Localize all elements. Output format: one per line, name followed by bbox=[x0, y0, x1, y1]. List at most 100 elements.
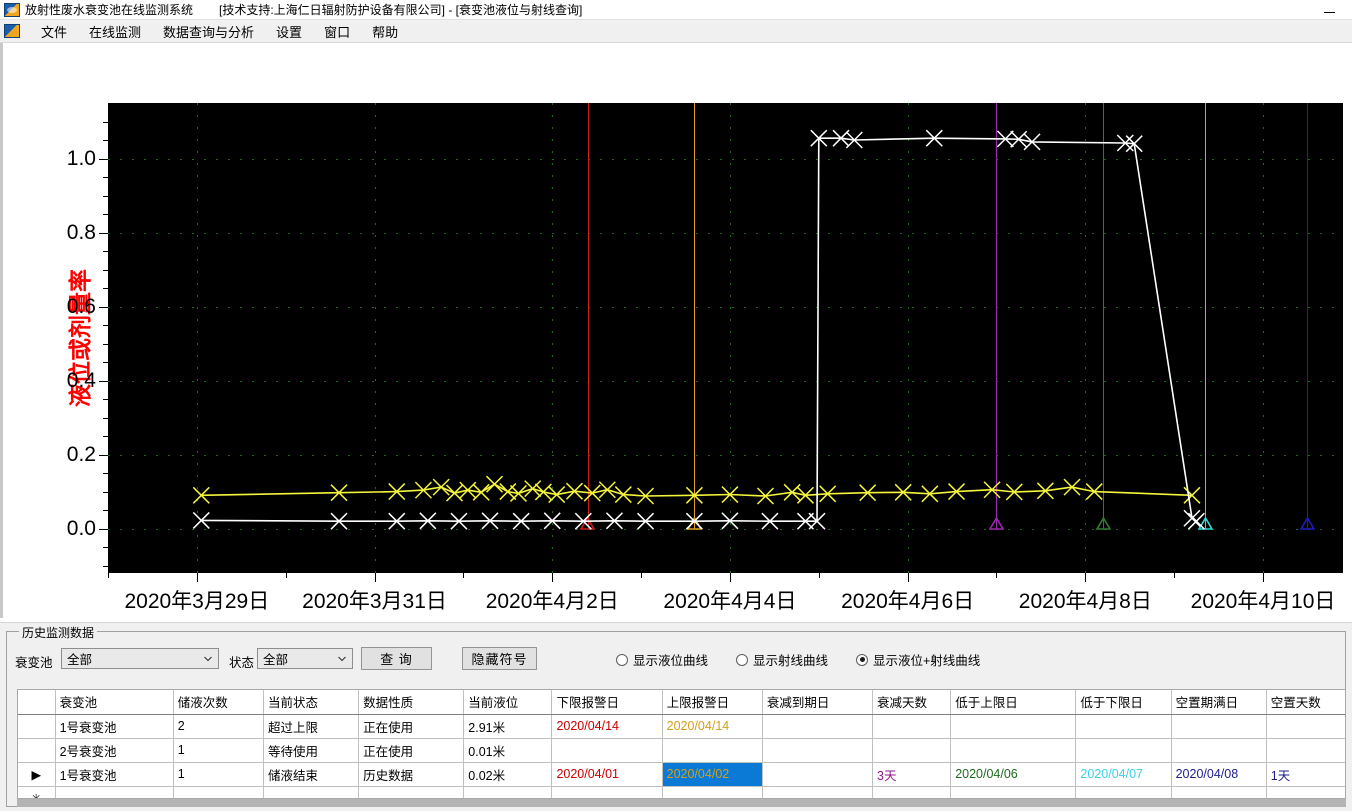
table-cell[interactable] bbox=[1266, 714, 1345, 739]
table-cell[interactable]: 历史数据 bbox=[358, 762, 465, 787]
app-logo-icon bbox=[4, 2, 20, 17]
y-tick-minor bbox=[103, 195, 108, 197]
table-cell[interactable] bbox=[551, 786, 663, 798]
data-point-marker bbox=[192, 511, 210, 529]
table-column-header-10[interactable]: 低于上限日 bbox=[950, 690, 1077, 715]
table-cell[interactable]: 2020/04/14 bbox=[662, 714, 763, 739]
menu-item-window[interactable]: 窗口 bbox=[324, 24, 351, 40]
table-cell[interactable]: 1天 bbox=[1266, 762, 1345, 787]
row-indicator[interactable]: ✳ bbox=[18, 786, 56, 798]
table-cell[interactable] bbox=[173, 786, 264, 798]
radio-show-level[interactable]: 显示液位曲线 bbox=[616, 650, 708, 669]
table-column-header-12[interactable]: 空置期满日 bbox=[1171, 690, 1267, 715]
table-cell[interactable] bbox=[762, 738, 874, 763]
table-column-header-5[interactable]: 当前液位 bbox=[463, 690, 553, 715]
hide-symbol-button[interactable]: 隐藏符号 bbox=[462, 647, 537, 670]
table-column-header-2[interactable]: 储液次数 bbox=[173, 690, 264, 715]
table-row[interactable]: ✳ bbox=[18, 786, 1345, 798]
menu-item-query[interactable]: 数据查询与分析 bbox=[163, 24, 255, 40]
table-column-header-9[interactable]: 衰减天数 bbox=[872, 690, 952, 715]
menu-bar: 文件 在线监测 数据查询与分析 设置 窗口 帮助 bbox=[0, 20, 1352, 43]
table-column-header-4[interactable]: 数据性质 bbox=[358, 690, 465, 715]
radio-show-dose[interactable]: 显示射线曲线 bbox=[736, 650, 828, 669]
row-indicator[interactable] bbox=[18, 714, 56, 739]
row-indicator[interactable] bbox=[18, 738, 56, 763]
table-cell[interactable] bbox=[358, 786, 465, 798]
table-cell[interactable]: 2020/04/05 bbox=[762, 762, 874, 787]
table-column-header-8[interactable]: 衰减到期日 bbox=[762, 690, 874, 715]
table-cell[interactable] bbox=[950, 786, 1077, 798]
horizontal-scrollbar[interactable] bbox=[17, 799, 1346, 807]
table-cell[interactable]: 1 bbox=[173, 762, 264, 787]
table-cell[interactable]: 储液结束 bbox=[263, 762, 360, 787]
table-cell[interactable]: 2020/04/08 bbox=[1171, 762, 1267, 787]
table-cell[interactable]: 2020/04/14 bbox=[551, 714, 663, 739]
table-column-header-3[interactable]: 当前状态 bbox=[263, 690, 360, 715]
table-column-header-11[interactable]: 低于下限日 bbox=[1075, 690, 1172, 715]
grid-line-v bbox=[1085, 103, 1087, 573]
table-cell[interactable] bbox=[263, 786, 360, 798]
table-cell[interactable] bbox=[1171, 738, 1267, 763]
table-cell[interactable]: 2.91米 bbox=[463, 714, 553, 739]
table-cell[interactable] bbox=[762, 786, 874, 798]
table-cell[interactable] bbox=[1266, 786, 1345, 798]
table-row[interactable]: 1号衰变池 2 超过上限 正在使用 2.91米 2020/04/14 2020/04/14 bbox=[18, 714, 1345, 739]
table-cell[interactable] bbox=[1266, 738, 1345, 763]
row-indicator[interactable]: ▶ bbox=[18, 762, 56, 787]
table-column-header-7[interactable]: 上限报警日 bbox=[662, 690, 763, 715]
minimize-button[interactable] bbox=[1306, 0, 1352, 20]
table-cell[interactable]: 2020/04/01 bbox=[551, 762, 663, 787]
data-point-marker bbox=[445, 484, 464, 502]
table-cell[interactable]: 2020/04/07 bbox=[1075, 762, 1172, 787]
table-column-header-1[interactable]: 衰变池 bbox=[55, 690, 174, 715]
table-cell[interactable]: 超过上限 bbox=[263, 714, 360, 739]
table-cell[interactable]: 正在使用 bbox=[358, 714, 465, 739]
menu-item-settings[interactable]: 设置 bbox=[276, 24, 303, 40]
menu-item-monitor[interactable]: 在线监测 bbox=[89, 24, 142, 40]
table-cell[interactable] bbox=[1075, 786, 1172, 798]
menu-item-help[interactable]: 帮助 bbox=[372, 24, 399, 40]
x-tick-label: 2020年4月4日 bbox=[663, 590, 797, 613]
table-cell[interactable]: 2号衰变池 bbox=[55, 738, 174, 763]
table-row[interactable]: 2号衰变池 1 等待使用 正在使用 0.01米 bbox=[18, 738, 1345, 763]
radio-show-both[interactable]: 显示液位+射线曲线 bbox=[856, 650, 980, 669]
history-data-grid[interactable]: 衰变池 储液次数 当前状态 数据性质 当前液位 下限报警日 上限报警日 衰减到期日 衰减天数 低于… bbox=[17, 689, 1346, 799]
table-cell[interactable]: 1 bbox=[173, 738, 264, 763]
table-cell[interactable]: 2 bbox=[173, 714, 264, 739]
table-cell[interactable] bbox=[551, 738, 663, 763]
table-cell[interactable] bbox=[872, 786, 952, 798]
table-cell[interactable] bbox=[872, 714, 952, 739]
table-cell[interactable] bbox=[55, 786, 174, 798]
table-cell[interactable]: 3天 bbox=[872, 762, 952, 787]
table-cell[interactable] bbox=[662, 738, 763, 763]
table-column-header-13[interactable]: 空置天数 bbox=[1266, 690, 1345, 715]
table-cell[interactable]: 等待使用 bbox=[263, 738, 360, 763]
table-cell[interactable]: 0.02米 bbox=[463, 762, 553, 787]
table-column-header-6[interactable]: 下限报警日 bbox=[551, 690, 663, 715]
status-filter-select[interactable]: 全部 bbox=[257, 648, 353, 669]
table-cell[interactable] bbox=[762, 714, 874, 739]
table-cell[interactable]: 1号衰变池 bbox=[55, 714, 174, 739]
pool-filter-label: 衰变池 bbox=[15, 656, 53, 670]
table-row[interactable]: ▶ 1号衰变池 1 储液结束 历史数据 0.02米 2020/04/01 2020/04/02… bbox=[18, 762, 1345, 787]
table-cell[interactable]: 0.01米 bbox=[463, 738, 553, 763]
table-cell[interactable] bbox=[1171, 786, 1267, 798]
window-controls bbox=[1306, 0, 1352, 20]
table-cell[interactable]: 2020/04/02 bbox=[662, 762, 763, 787]
table-cell[interactable] bbox=[1075, 714, 1172, 739]
table-cell[interactable]: 1号衰变池 bbox=[55, 762, 174, 787]
table-cell[interactable] bbox=[872, 738, 952, 763]
table-column-header-0[interactable] bbox=[18, 690, 56, 715]
table-cell[interactable] bbox=[463, 786, 553, 798]
plot-area[interactable] bbox=[108, 103, 1343, 573]
table-cell[interactable]: 正在使用 bbox=[358, 738, 465, 763]
table-cell[interactable] bbox=[1171, 714, 1267, 739]
pool-filter-select[interactable]: 全部 bbox=[61, 648, 219, 669]
query-button[interactable]: 查 询 bbox=[361, 647, 432, 670]
table-cell[interactable] bbox=[950, 714, 1077, 739]
table-cell[interactable]: 2020/04/06 bbox=[950, 762, 1077, 787]
table-cell[interactable] bbox=[950, 738, 1077, 763]
table-cell[interactable] bbox=[1075, 738, 1172, 763]
table-cell[interactable] bbox=[662, 786, 763, 798]
menu-item-file[interactable]: 文件 bbox=[41, 24, 68, 40]
